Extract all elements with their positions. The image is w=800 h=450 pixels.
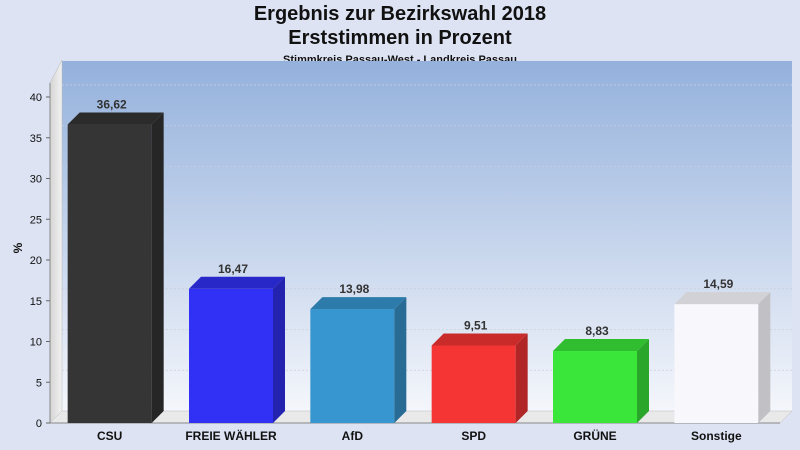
data-label: 16,47 xyxy=(218,262,248,276)
data-label: 36,62 xyxy=(97,98,127,112)
bar-side xyxy=(758,292,771,423)
y-tick-label: 40 xyxy=(30,92,42,104)
bar-top xyxy=(431,333,528,346)
bar-side xyxy=(151,112,164,423)
bar-top xyxy=(67,112,164,125)
y-axis-label: % xyxy=(11,242,25,253)
bar-csu xyxy=(67,112,164,423)
y-tick-label: 15 xyxy=(30,296,42,308)
grid-lines xyxy=(62,84,792,371)
bar-front xyxy=(431,345,516,423)
y-tick-label: 5 xyxy=(36,377,42,389)
x-tick-label: CSU xyxy=(97,429,122,443)
bar-top xyxy=(674,292,771,305)
bar-side xyxy=(515,333,528,423)
bar-front xyxy=(67,124,152,423)
bar-front xyxy=(674,304,759,423)
bar-side xyxy=(637,339,649,423)
plot-side-wall xyxy=(49,59,63,424)
bar-top xyxy=(189,276,285,289)
chart-title: Ergebnis zur Bezirkswahl 2018 xyxy=(253,3,547,25)
bars xyxy=(67,112,771,423)
y-tick-label: 20 xyxy=(30,255,42,267)
bar-side xyxy=(394,297,407,423)
labels: 36,62 CSU 16,47 FREIE WÄHLER 13,98 AfD 9,51 SPD… xyxy=(97,98,742,443)
x-tick-label: FREIE WÄHLER xyxy=(185,428,277,443)
data-label: 14,59 xyxy=(703,277,733,291)
bar-afd xyxy=(310,297,407,423)
data-label: 9,51 xyxy=(464,318,488,332)
data-label: 8,83 xyxy=(585,324,609,338)
bar-front xyxy=(189,288,273,423)
bar-front xyxy=(310,309,395,423)
bar-top xyxy=(553,339,649,352)
x-tick-label: SPD xyxy=(461,429,486,443)
bar-side xyxy=(273,276,285,423)
x-tick-label: Sonstige xyxy=(691,429,742,443)
axes: 0 5 10 15 20 25 30 35 40 xyxy=(30,83,780,430)
data-label: 13,98 xyxy=(339,282,369,296)
x-tick-label: AfD xyxy=(342,429,364,443)
bar-grüne xyxy=(553,339,649,423)
plot-back-wall xyxy=(62,61,792,411)
bar-front xyxy=(553,351,637,423)
chart-subtitle: Erststimmen in Prozent xyxy=(288,27,512,49)
y-tick-label: 0 xyxy=(36,418,42,430)
bar-top xyxy=(310,297,407,310)
bar-freie-wähler xyxy=(189,276,285,423)
y-tick-label: 10 xyxy=(30,337,42,349)
bar-spd xyxy=(431,333,528,423)
y-tick-label: 25 xyxy=(30,214,42,226)
y-tick-label: 35 xyxy=(30,133,42,145)
y-tick-label: 30 xyxy=(30,174,42,186)
bar-sonstige xyxy=(674,292,771,423)
x-tick-label: GRÜNE xyxy=(573,428,616,443)
